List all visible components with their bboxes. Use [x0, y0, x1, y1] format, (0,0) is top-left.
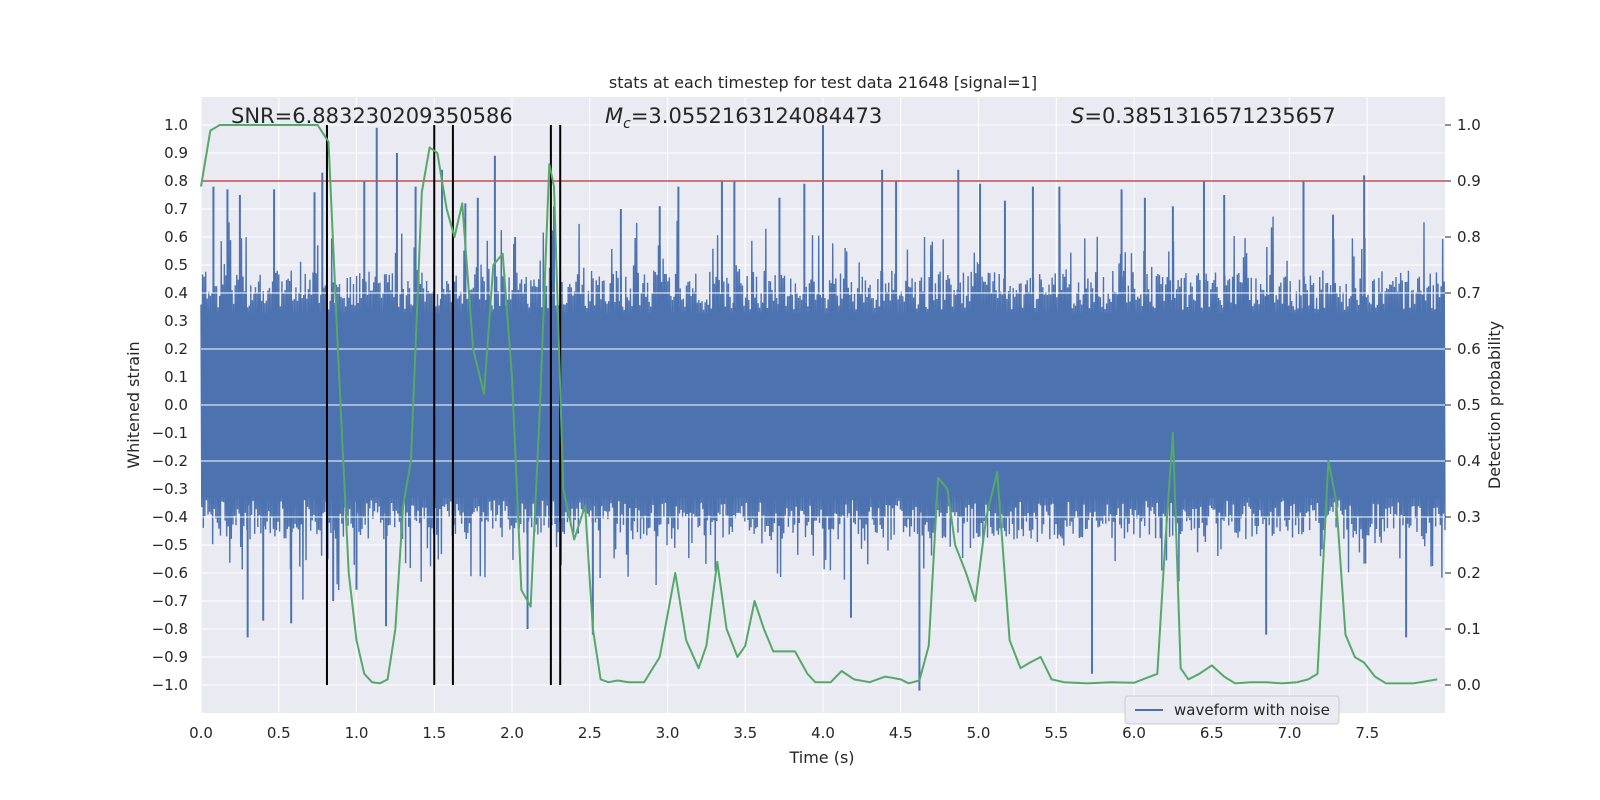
- y2-tick-label: 0.6: [1457, 340, 1481, 358]
- y-tick-label: 0.9: [164, 144, 188, 162]
- y2-tick-label: 0.4: [1457, 452, 1481, 470]
- legend-box: [1124, 695, 1340, 725]
- y2-tick-label: 0.9: [1457, 172, 1481, 190]
- chirp-mass-subscript: c: [623, 116, 631, 132]
- y-tick-label: 0.3: [164, 312, 188, 330]
- detection-probability-line: [200, 124, 1438, 685]
- s-annotation: S=0.3851316571235657: [1071, 104, 1336, 128]
- s-value: =0.3851316571235657: [1084, 104, 1335, 128]
- y2-tick-label: 0.7: [1457, 284, 1481, 302]
- legend: waveform with noise: [1124, 695, 1340, 725]
- s-symbol: S: [1071, 104, 1084, 128]
- chirp-mass-annotation: Mc=3.0552163124084473: [605, 104, 882, 132]
- x-tick-label: 6.0: [1122, 724, 1146, 742]
- y2-axis-label: Detection probability: [1485, 321, 1504, 489]
- y-tick-label: 0.5: [164, 256, 188, 274]
- x-tick-label: 2.0: [500, 724, 524, 742]
- y2-tick-label: 1.0: [1457, 116, 1481, 134]
- x-axis-label: Time (s): [788, 748, 854, 767]
- y-tick-label: 0.7: [164, 200, 188, 218]
- y-tick-label: 0.6: [164, 228, 188, 246]
- y-tick-label: −0.1: [152, 424, 188, 442]
- y2-tick-label: 0.0: [1457, 676, 1481, 694]
- x-tick-label: 0.5: [267, 724, 291, 742]
- x-tick-label: 7.5: [1355, 724, 1379, 742]
- y-tick-label: 0.1: [164, 368, 188, 386]
- y-tick-label: −0.3: [152, 480, 188, 498]
- y-tick-label: −1.0: [152, 676, 188, 694]
- y2-tick-label: 0.8: [1457, 228, 1481, 246]
- x-tick-label: 6.5: [1200, 724, 1224, 742]
- x-tick-label: 4.0: [811, 724, 835, 742]
- y-tick-label: −0.2: [152, 452, 188, 470]
- y-tick-label: 0.0: [164, 396, 188, 414]
- chirp-mass-value: =3.0552163124084473: [631, 104, 882, 128]
- y2-tick-label: 0.3: [1457, 508, 1481, 526]
- y-tick-label: −0.6: [152, 564, 188, 582]
- y-tick-label: −0.5: [152, 536, 188, 554]
- snr-annotation: SNR=6.883230209350586: [231, 104, 513, 128]
- axes: 0.0 0.5 1.0 1.5 2.0 2.5 3.0 3.5 4.0 4.5 5.0 5.5 6.0 6…: [152, 116, 1481, 742]
- y-tick-label: 0.2: [164, 340, 188, 358]
- x-tick-label: 7.0: [1278, 724, 1302, 742]
- y-tick-label: −0.7: [152, 592, 188, 610]
- y-tick-label: 0.8: [164, 172, 188, 190]
- y-tick-label: −0.8: [152, 620, 188, 638]
- x-tick-label: 1.5: [422, 724, 446, 742]
- y-tick-label: −0.9: [152, 648, 188, 666]
- x-tick-label: 4.5: [889, 724, 913, 742]
- probability-series: [200, 124, 1438, 685]
- y-axis-label: Whitened strain: [124, 341, 143, 468]
- x-tick-label: 3.5: [733, 724, 757, 742]
- y2-tick-label: 0.5: [1457, 396, 1481, 414]
- chirp-mass-symbol: M: [605, 104, 623, 128]
- x-tick-label: 2.5: [578, 724, 602, 742]
- x-tick-label: 1.0: [345, 724, 369, 742]
- chart-title: stats at each timestep for test data 216…: [609, 73, 1037, 92]
- x-tick-label: 5.5: [1044, 724, 1068, 742]
- y2-tick-label: 0.2: [1457, 564, 1481, 582]
- y-tick-label: −0.4: [152, 508, 188, 526]
- x-tick-label: 5.0: [967, 724, 991, 742]
- y-tick-label: 0.4: [164, 284, 188, 302]
- x-tick-label: 3.0: [656, 724, 680, 742]
- legend-label: waveform with noise: [1174, 701, 1330, 719]
- waveform-series: [200, 125, 1446, 691]
- y-tick-label: 1.0: [164, 116, 188, 134]
- y2-tick-label: 0.1: [1457, 620, 1481, 638]
- x-tick-label: 0.0: [189, 724, 213, 742]
